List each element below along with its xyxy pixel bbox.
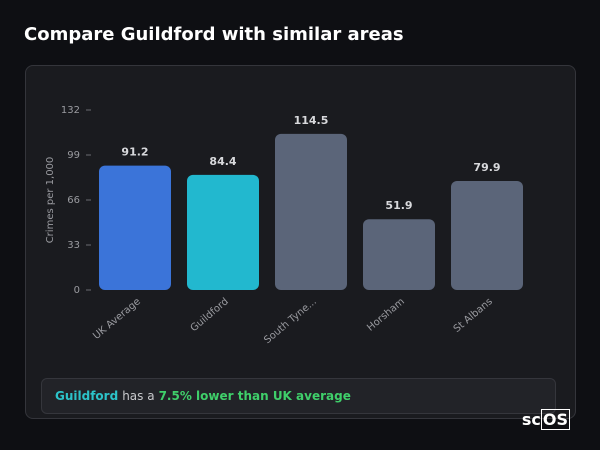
y-tick-label: 99 (67, 150, 80, 161)
bar (451, 181, 523, 290)
logo-boxed: OS (540, 409, 570, 430)
y-tick-label: 0 (74, 285, 80, 296)
y-tick-label: 33 (67, 240, 80, 251)
summary-text: has a (122, 389, 155, 403)
x-tick-label: St Albans (452, 296, 495, 335)
y-tick-label: 66 (67, 195, 80, 206)
logo: sc OS (521, 409, 570, 430)
value-label: 91.2 (121, 146, 148, 159)
summary-area: Guildford (55, 389, 119, 403)
value-label: 51.9 (385, 199, 412, 212)
summary-highlight: 7.5% lower than UK average (158, 389, 351, 403)
x-tick-label: Guildford (189, 296, 231, 334)
x-tick-label: Horsham (365, 296, 407, 333)
logo-prefix: sc (521, 410, 541, 429)
bar (363, 219, 435, 290)
value-label: 84.4 (209, 155, 236, 168)
value-label: 114.5 (294, 114, 329, 127)
bar (275, 133, 347, 290)
value-label: 79.9 (473, 161, 500, 174)
x-tick-label: South Tyne... (262, 296, 319, 346)
y-tick-label: 132 (61, 105, 80, 116)
x-tick-label: UK Average (91, 296, 143, 342)
y-axis-label: Crimes per 1,000 (45, 157, 56, 244)
bar (187, 174, 259, 290)
summary: Guildford has a 7.5% lower than UK avera… (41, 378, 556, 414)
bar (99, 165, 171, 290)
page-title: Compare Guildford with similar areas (24, 24, 404, 45)
